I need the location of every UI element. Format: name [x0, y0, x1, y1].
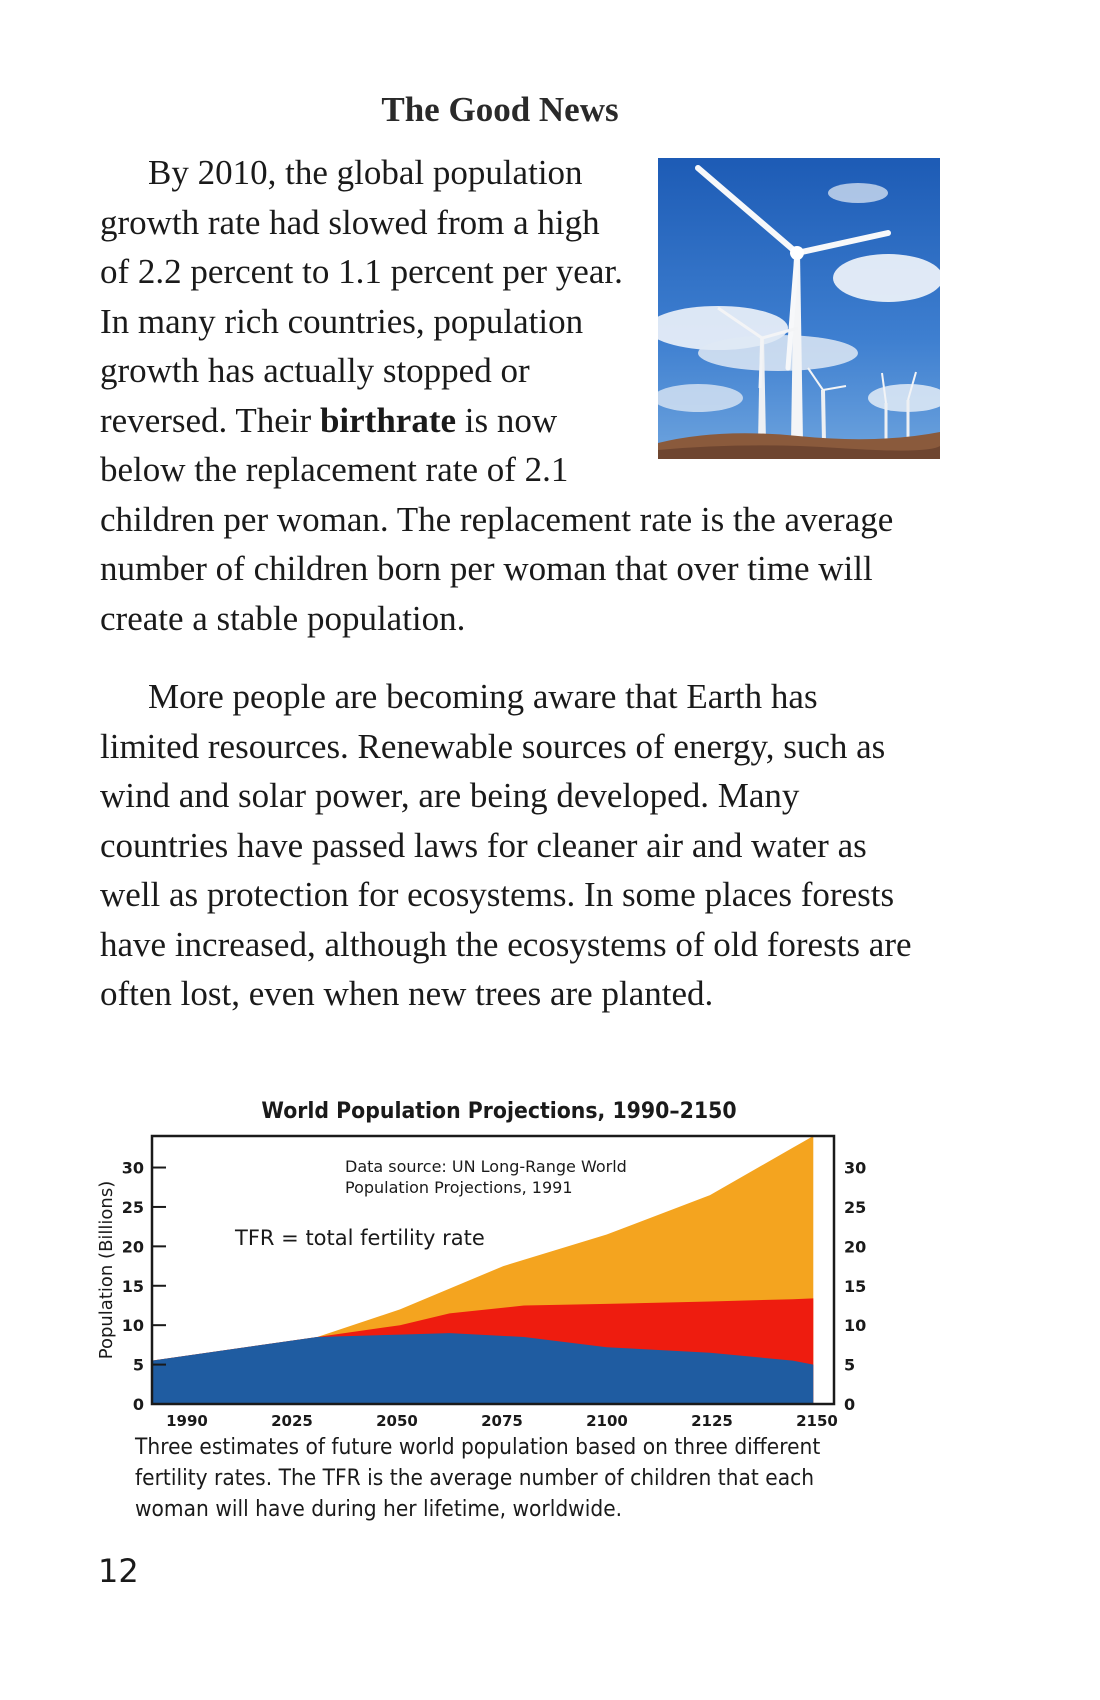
y-tick-label-right: 15: [844, 1277, 866, 1296]
y-tick-label-left: 15: [122, 1277, 144, 1296]
source-note-line-2: Population Projections, 1991: [345, 1178, 573, 1197]
paragraph2-text: More people are becoming aware that Eart…: [100, 677, 912, 1013]
y-tick-label-left: 20: [122, 1237, 144, 1256]
wind-turbines-icon: [648, 158, 948, 459]
paragraph1-text: By 2010, the global population growth ra…: [100, 153, 623, 440]
y-tick-label-right: 30: [844, 1159, 866, 1178]
paragraph-resources: More people are becoming aware that Eart…: [100, 672, 920, 1019]
y-tick-label-left: 30: [122, 1159, 144, 1178]
y-tick-label-left: 0: [133, 1395, 144, 1414]
x-tick-label: 2025: [271, 1412, 313, 1430]
y-axis-label: Population (Billions): [96, 1181, 117, 1360]
x-tick-label: 2050: [376, 1412, 418, 1430]
chart-frame: [150, 1134, 836, 1406]
source-note-line-1: Data source: UN Long-Range World: [345, 1157, 627, 1176]
birthrate-term: birthrate: [319, 400, 457, 440]
x-tick-label: 2100: [586, 1412, 628, 1430]
y-tick-label-right: 20: [844, 1237, 866, 1256]
y-tick-label-left: 5: [133, 1356, 144, 1375]
paragraph1-text-end: is now below the replacement rate of 2.1…: [100, 400, 894, 638]
x-tick-label: 2125: [691, 1412, 733, 1430]
page-number: 12: [98, 1552, 139, 1590]
chart-title: World Population Projections, 1990–2150: [261, 1099, 737, 1124]
tfr-annotation: TFR = total fertility rate: [234, 1226, 485, 1250]
chart-caption: Three estimates of future world populati…: [135, 1435, 821, 1522]
y-tick-label-left: 25: [122, 1198, 144, 1217]
y-tick-label-left: 10: [122, 1316, 144, 1335]
y-tick-label-right: 5: [844, 1356, 855, 1375]
series-area-3: [152, 1333, 814, 1404]
y-tick-label-right: 25: [844, 1198, 866, 1217]
x-tick-label: 2150: [796, 1412, 838, 1430]
section-heading: The Good News: [381, 90, 619, 129]
wind-turbines-photo: [648, 158, 948, 459]
y-tick-label-right: 10: [844, 1316, 866, 1335]
x-tick-label: 2075: [481, 1412, 523, 1430]
x-tick-label: 1990: [166, 1412, 208, 1430]
y-tick-label-right: 0: [844, 1395, 855, 1414]
paragraph-population-growth: By 2010, the global population growth ra…: [100, 148, 948, 643]
